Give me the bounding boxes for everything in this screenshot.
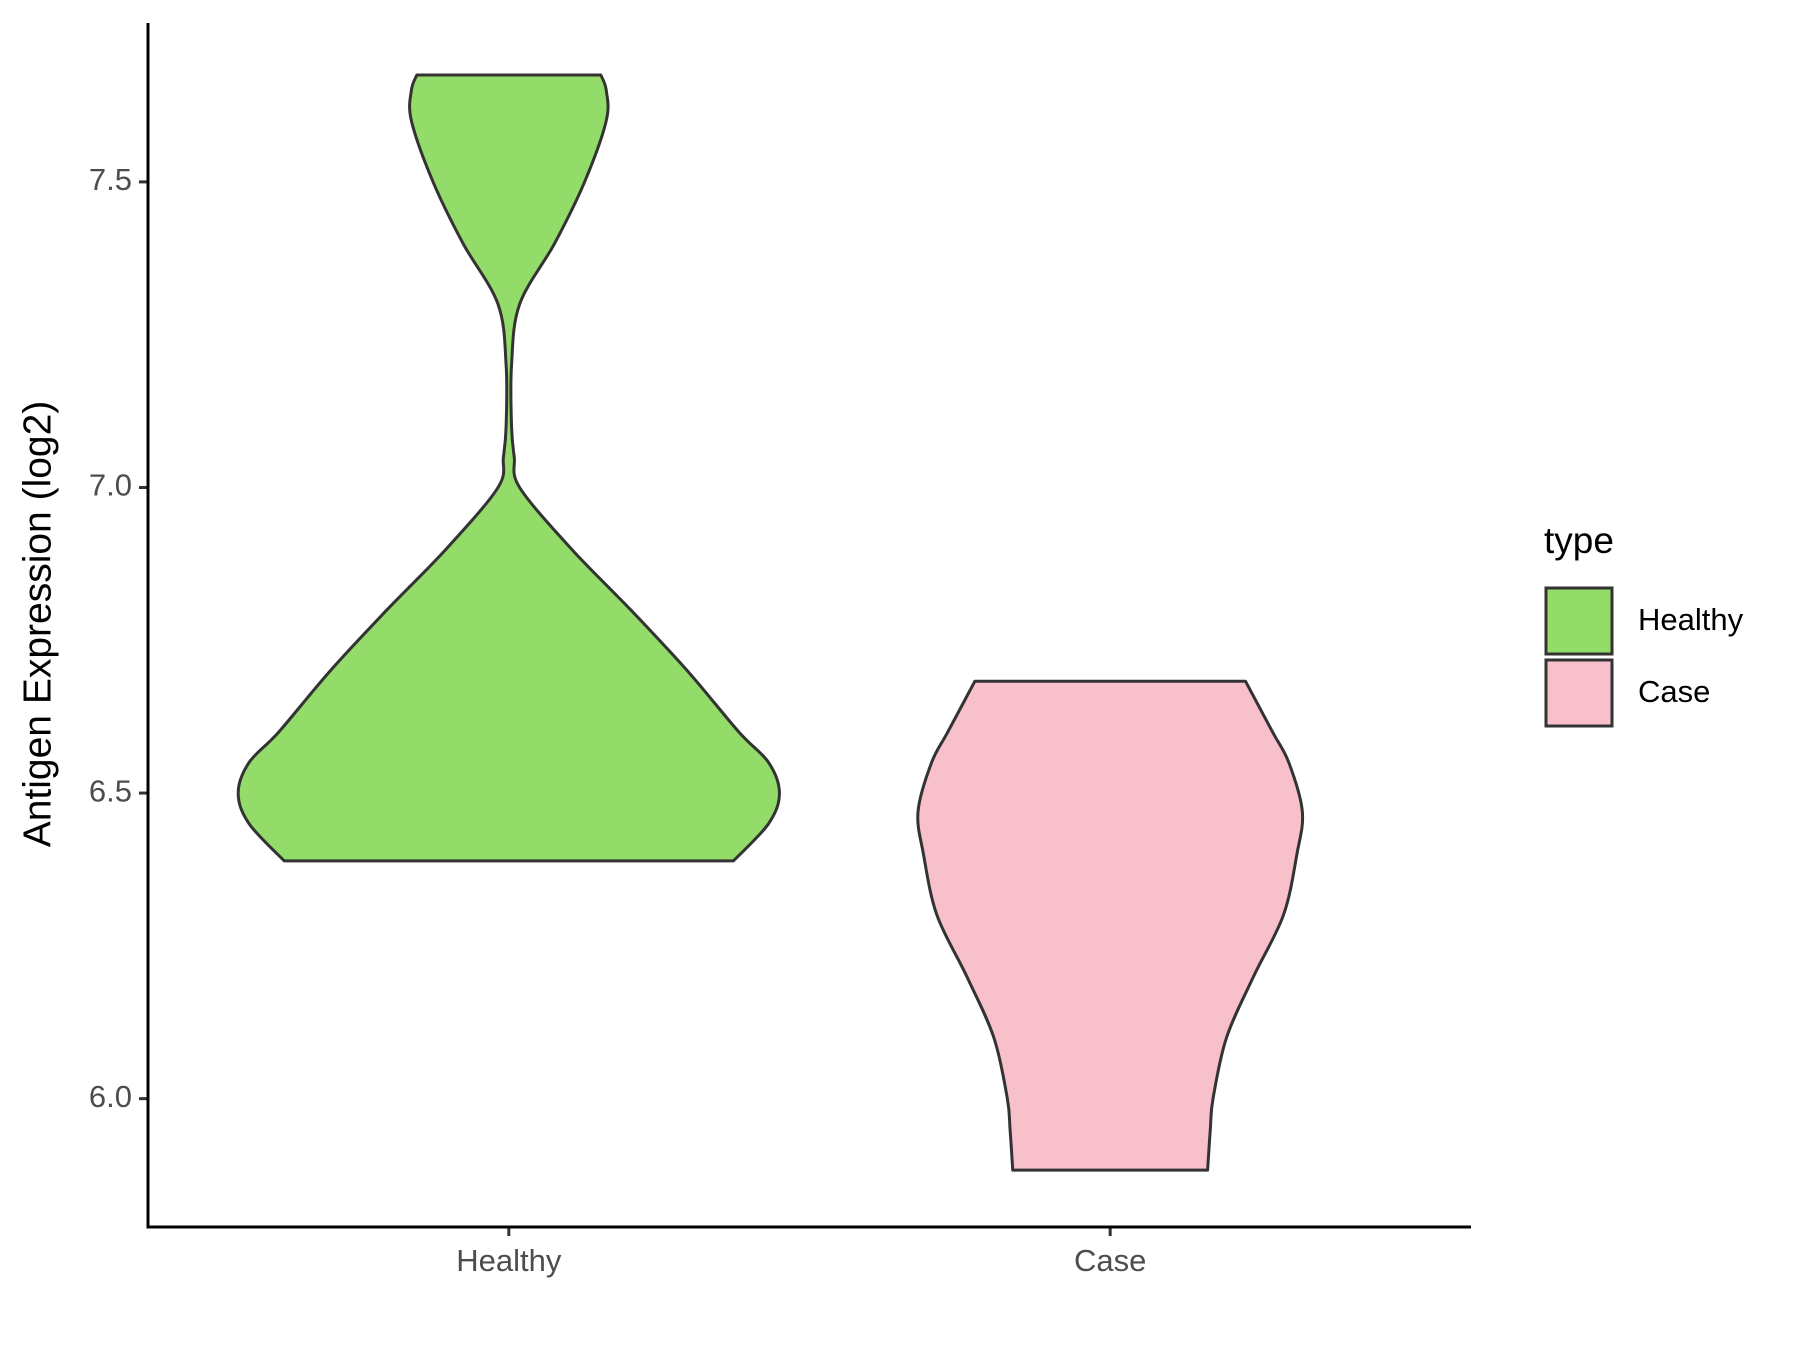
violin — [916, 679, 1305, 1172]
y-tick-label: 7.5 — [89, 162, 132, 197]
y-tick-label: 7.0 — [89, 468, 132, 503]
x-tick-label: Case — [1074, 1243, 1146, 1278]
y-tick-label: 6.0 — [89, 1079, 132, 1114]
y-tick-label: 6.5 — [89, 773, 132, 808]
legend-label: Healthy — [1638, 602, 1744, 637]
legend-key — [1544, 658, 1614, 728]
y-axis-title: Antigen Expression (log2) — [16, 401, 59, 848]
legend-key — [1544, 586, 1614, 656]
violin — [236, 73, 781, 863]
legend-title: type — [1544, 520, 1614, 561]
legend-label: Case — [1638, 674, 1710, 709]
x-tick-label: Healthy — [456, 1243, 562, 1278]
